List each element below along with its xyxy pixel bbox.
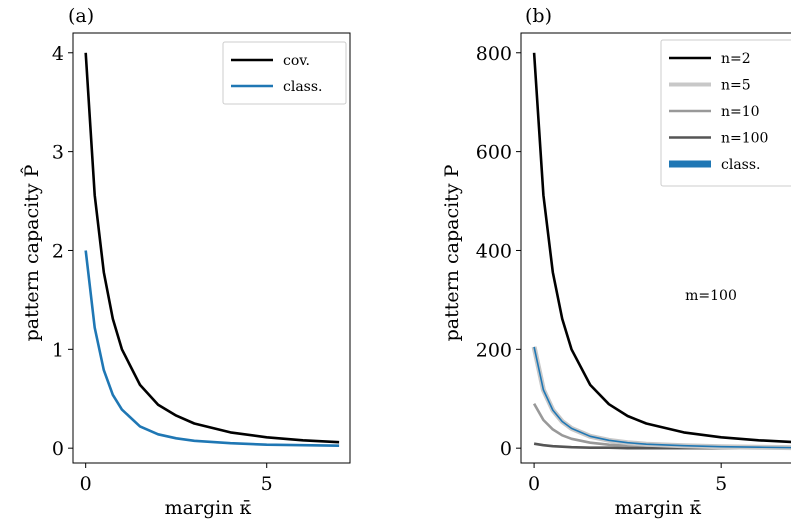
panel-b-ytick-label: 200	[476, 339, 512, 361]
panel-b-series-n-5-line	[532, 346, 791, 449]
panel-b-series-n-10-line	[532, 403, 791, 450]
panel-b-legend-n-100-label: n=100	[721, 131, 768, 147]
panel-a-series-group	[84, 52, 340, 447]
panel-a-legend-box	[222, 41, 347, 105]
panel-b: (b) pattern capacity P margin κ̄ m=100 0…	[441, 5, 791, 519]
panel-b-ytick-label: 400	[476, 240, 512, 262]
panel-a-ytick-label: 3	[52, 142, 64, 164]
panel-b-ytick-label: 0	[500, 438, 512, 460]
panel-a-legend-class--label: class.	[283, 79, 322, 95]
panel-b-legend-class--label: class.	[721, 157, 760, 173]
panel-a-legend: cov. class.	[222, 41, 347, 105]
panel-a-series-class--line	[84, 250, 340, 447]
panel-b-xlabel: margin κ̄	[615, 497, 702, 519]
panel-a-frame	[72, 32, 351, 464]
panel-b-legend: n=2 n=5 n=10 n=100 class.	[660, 39, 791, 187]
panel-b-ytick-label: 800	[476, 43, 512, 65]
panel-b-xtick-label: 5	[715, 473, 727, 495]
panel-b-legend-box	[660, 39, 791, 187]
panel-b-legend-n-10-label: n=10	[721, 104, 760, 120]
panel-b-series-class--line	[533, 346, 791, 449]
panel-a-ytick-label: 4	[52, 43, 64, 65]
panel-b-xtick-label: 0	[528, 473, 540, 495]
panel-b-series-class--halo	[531, 346, 791, 451]
panel-b-ytick-label: 600	[476, 142, 512, 164]
panel-b-ylabel: pattern capacity P	[441, 164, 463, 341]
panel-a-label: (a)	[68, 5, 94, 27]
panel-a-series-cov--line	[84, 52, 340, 444]
panel-a-legend-cov--label: cov.	[283, 53, 310, 69]
panel-b-legend-n-2-label: n=2	[721, 51, 751, 67]
panel-b-series-group	[531, 52, 791, 451]
panel-a-ytick-label: 2	[52, 240, 64, 262]
panel-b-legend-n-5-label: n=5	[721, 78, 751, 94]
panel-a-ytick-label: 1	[52, 339, 64, 361]
panel-a-xtick-label: 5	[261, 473, 273, 495]
panel-a-xlabel: margin κ̄	[165, 497, 252, 519]
panel-a: (a) pattern capacity P̂ margin κ̄ 0 5 0 1 2 3…	[21, 5, 351, 519]
panel-a-ytick-label: 0	[52, 438, 64, 460]
panel-b-series-n-2-line	[532, 52, 791, 444]
panel-b-annotation: m=100	[685, 288, 737, 304]
panel-a-ylabel: pattern capacity P̂	[21, 164, 43, 341]
panel-b-label: (b)	[525, 5, 552, 27]
panel-b-frame	[520, 32, 791, 464]
panel-a-xtick-label: 0	[80, 473, 92, 495]
